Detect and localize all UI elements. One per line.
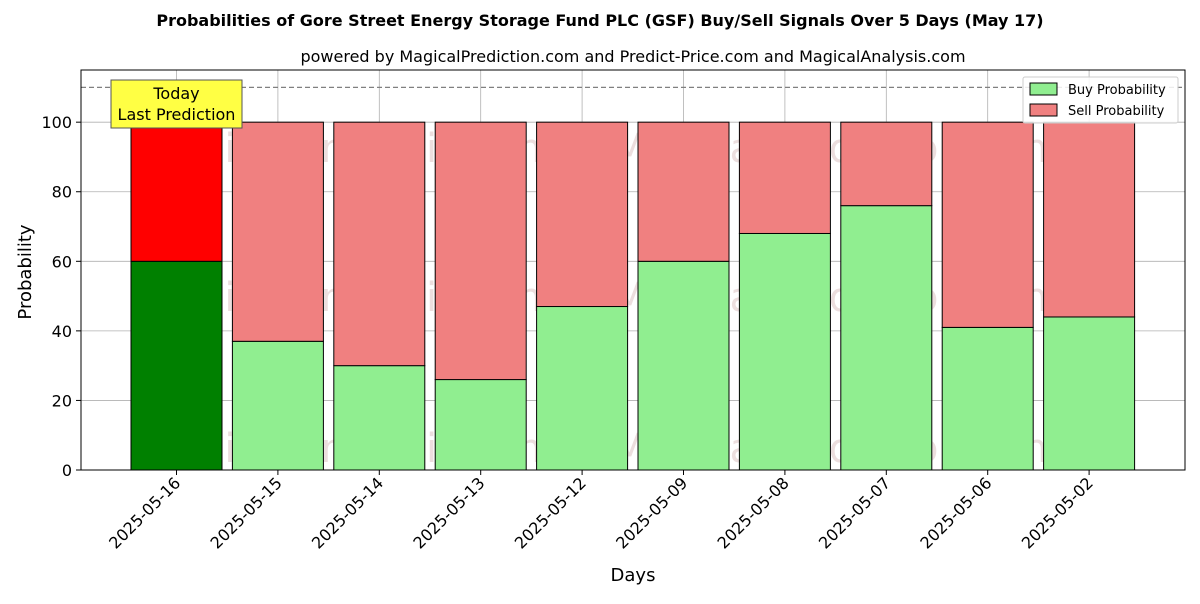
x-tick-label: 2025-05-09 [612,473,691,552]
bar-buy [637,260,730,471]
bar-sell [231,121,324,342]
y-tick-label: 40 [52,322,72,341]
x-tick-label: 2025-05-07 [815,473,894,552]
legend-label-sell: Sell Probability [1068,104,1165,119]
x-tick-label: 2025-05-02 [1018,473,1097,552]
bar-sell [536,121,629,308]
chart-title: Probabilities of Gore Street Energy Stor… [156,11,1043,30]
legend-swatch-buy [1029,82,1058,96]
annotation-box: Today Last Prediction [110,79,243,129]
bar-buy [941,326,1034,471]
bar-buy [840,205,933,471]
y-tick-label: 60 [52,252,72,271]
chart-subtitle: powered by MagicalPrediction.com and Pre… [300,47,965,66]
legend-label-buy: Buy Probability [1068,83,1166,98]
bar-buy [333,365,426,471]
x-axis-label: Days [611,565,656,586]
bar-sell [941,121,1034,328]
x-tick-label: 2025-05-15 [207,473,286,552]
x-tick-label: 2025-05-06 [916,473,995,552]
y-tick-label: 100 [41,113,72,132]
y-tick-label: 80 [52,183,72,202]
x-tick-label: 2025-05-14 [308,473,387,552]
bar-buy [536,306,629,471]
x-tick-label: 2025-05-16 [105,473,184,552]
bar-sell [1043,121,1136,318]
annotation-line2: Last Prediction [118,105,236,124]
annotation-line1: Today [152,84,199,103]
y-tick-label: 0 [62,461,72,480]
bar-sell [333,121,426,367]
plot-frame [80,69,1186,471]
legend-swatch-sell [1029,103,1058,117]
legend: Buy Probability Sell Probability [1022,76,1179,124]
x-tick-label: 2025-05-12 [511,473,590,552]
bar-sell [840,121,933,207]
bar-sell [130,121,223,262]
bar-sell [637,121,730,262]
y-tick-label: 20 [52,391,72,410]
bars [130,121,1136,471]
x-tick-label: 2025-05-08 [714,473,793,552]
bar-buy [1043,316,1136,471]
bar-sell [738,121,831,234]
y-axis-label: Probability [15,224,36,319]
bar-buy [434,379,527,471]
x-tick-label: 2025-05-13 [409,473,488,552]
bar-buy [231,340,324,471]
bar-buy [130,260,223,471]
bar-sell [434,121,527,381]
bar-buy [738,232,831,471]
